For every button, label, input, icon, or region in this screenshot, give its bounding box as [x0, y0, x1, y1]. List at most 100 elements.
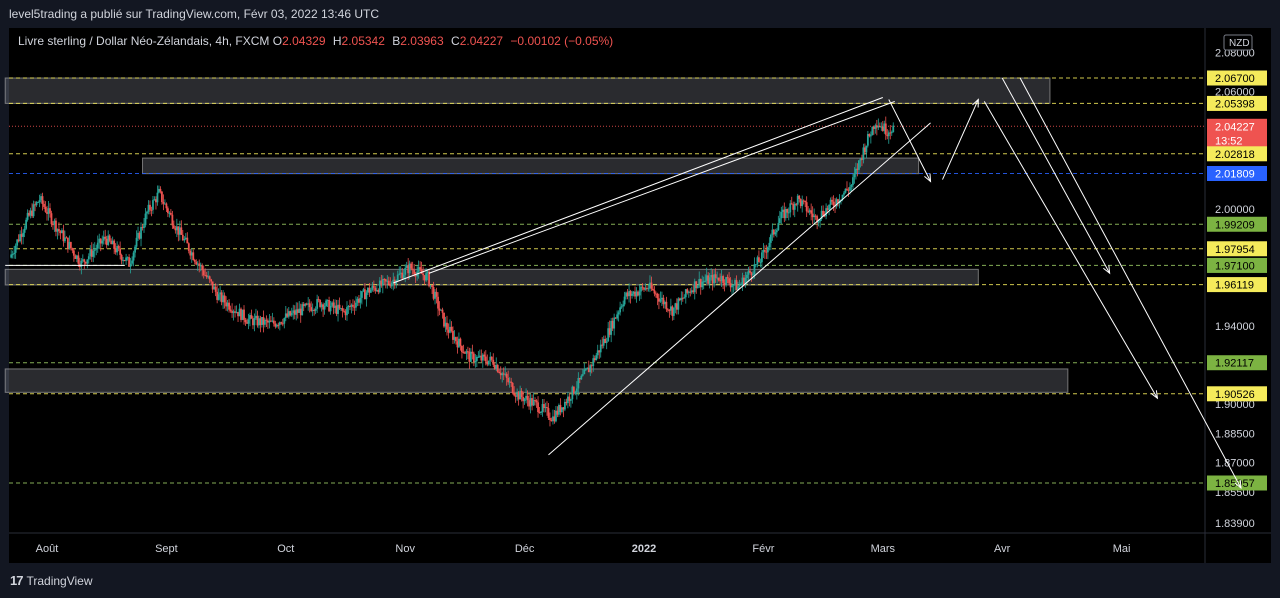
candle-body — [571, 386, 574, 400]
candle-body — [171, 214, 174, 226]
candle-body — [228, 302, 230, 310]
trendline[interactable] — [548, 122, 931, 456]
candle-body — [368, 287, 371, 293]
price-tag-label: 2.06700 — [1215, 73, 1255, 85]
candle-body — [784, 208, 787, 219]
candle-body — [666, 309, 669, 311]
candle-body — [52, 224, 54, 226]
candle-body — [11, 254, 14, 256]
candle-body — [292, 310, 295, 313]
tradingview-logo[interactable]: 17 TradingView — [10, 573, 93, 588]
candle-body — [887, 132, 890, 137]
candle-body — [138, 232, 141, 239]
candle-body — [450, 326, 453, 331]
candle-body — [716, 277, 719, 279]
forecast-arrow[interactable] — [983, 101, 1158, 399]
change-value: −0.00102 (−0.05%) — [510, 34, 614, 48]
price-axis[interactable] — [1205, 28, 1271, 563]
candle-body — [372, 285, 375, 288]
candle-body — [186, 237, 189, 244]
candle-body — [546, 407, 548, 409]
symbol-legend: Livre sterling / Dollar Néo-Zélandais, 4… — [18, 34, 617, 48]
candle-body — [299, 308, 302, 316]
zone-rect[interactable] — [4, 77, 1051, 104]
candle-body — [635, 291, 638, 297]
candle-body — [646, 287, 648, 289]
candle-body — [705, 275, 708, 281]
candle-body — [258, 318, 260, 326]
candle-body — [569, 399, 572, 401]
candle-body — [617, 312, 620, 315]
candle-body — [417, 267, 420, 272]
x-tick-label: Mars — [871, 543, 896, 555]
candle-body — [558, 405, 560, 415]
candle-body — [498, 371, 501, 374]
candle-body — [511, 382, 514, 394]
candle-body — [707, 275, 710, 284]
forecast-arrow[interactable] — [888, 99, 932, 182]
candle-body — [240, 308, 242, 320]
candle-body — [64, 237, 66, 242]
candle-body — [610, 320, 613, 335]
candle-body — [756, 257, 759, 265]
candle-body — [180, 227, 183, 235]
candle-body — [819, 219, 822, 222]
candle-body — [631, 293, 633, 296]
candle-body — [843, 192, 845, 195]
zone-rect[interactable] — [4, 268, 979, 286]
candle-body — [640, 286, 642, 292]
candle-body — [107, 235, 110, 245]
candle-body — [102, 236, 105, 241]
candle-body — [502, 373, 505, 375]
candle-body — [583, 369, 586, 375]
forecast-arrow[interactable] — [942, 99, 979, 180]
open-value: 2.04329 — [282, 34, 326, 48]
candle-body — [375, 290, 378, 292]
candle-body — [272, 320, 275, 324]
candle-body — [428, 271, 430, 287]
candle-body — [504, 373, 507, 375]
candle-body — [317, 299, 320, 301]
candle-body — [869, 135, 872, 137]
zone-rect[interactable] — [142, 157, 920, 175]
trendline[interactable] — [428, 100, 895, 274]
forecast-arrow[interactable] — [1019, 77, 1242, 489]
candle-body — [423, 275, 426, 281]
price-tag — [1207, 165, 1267, 181]
candle-body — [328, 300, 330, 312]
currency-badge[interactable] — [1223, 34, 1253, 51]
candle-body — [787, 212, 790, 214]
forecast-arrow[interactable] — [1001, 77, 1111, 274]
candle-body — [563, 401, 566, 410]
zone-rect[interactable] — [4, 368, 1069, 393]
candle-body — [634, 291, 636, 297]
candle-body — [35, 202, 38, 206]
candle-body — [668, 309, 671, 311]
candle-body — [723, 282, 726, 285]
candle-body — [310, 307, 313, 311]
candle-body — [529, 398, 532, 407]
candle-body — [828, 204, 830, 210]
candle-body — [538, 412, 541, 414]
candle-body — [632, 291, 635, 294]
candle-body — [346, 307, 348, 316]
trendline[interactable] — [393, 97, 883, 284]
candle-body — [665, 301, 668, 310]
candle-body — [484, 356, 487, 362]
candle-body — [725, 277, 727, 285]
candle-body — [478, 355, 481, 357]
candle-body — [144, 213, 147, 226]
candle-body — [255, 315, 257, 319]
candle-body — [234, 311, 236, 313]
candle-body — [61, 230, 63, 234]
candle-body — [808, 210, 811, 212]
candle-body — [49, 208, 51, 214]
candle-body — [781, 209, 784, 212]
candle-body — [565, 401, 568, 404]
candle-body — [728, 278, 730, 284]
candle-body — [449, 326, 451, 333]
candle-body — [311, 309, 314, 311]
candle-body — [461, 345, 463, 353]
candle-body — [708, 277, 711, 284]
